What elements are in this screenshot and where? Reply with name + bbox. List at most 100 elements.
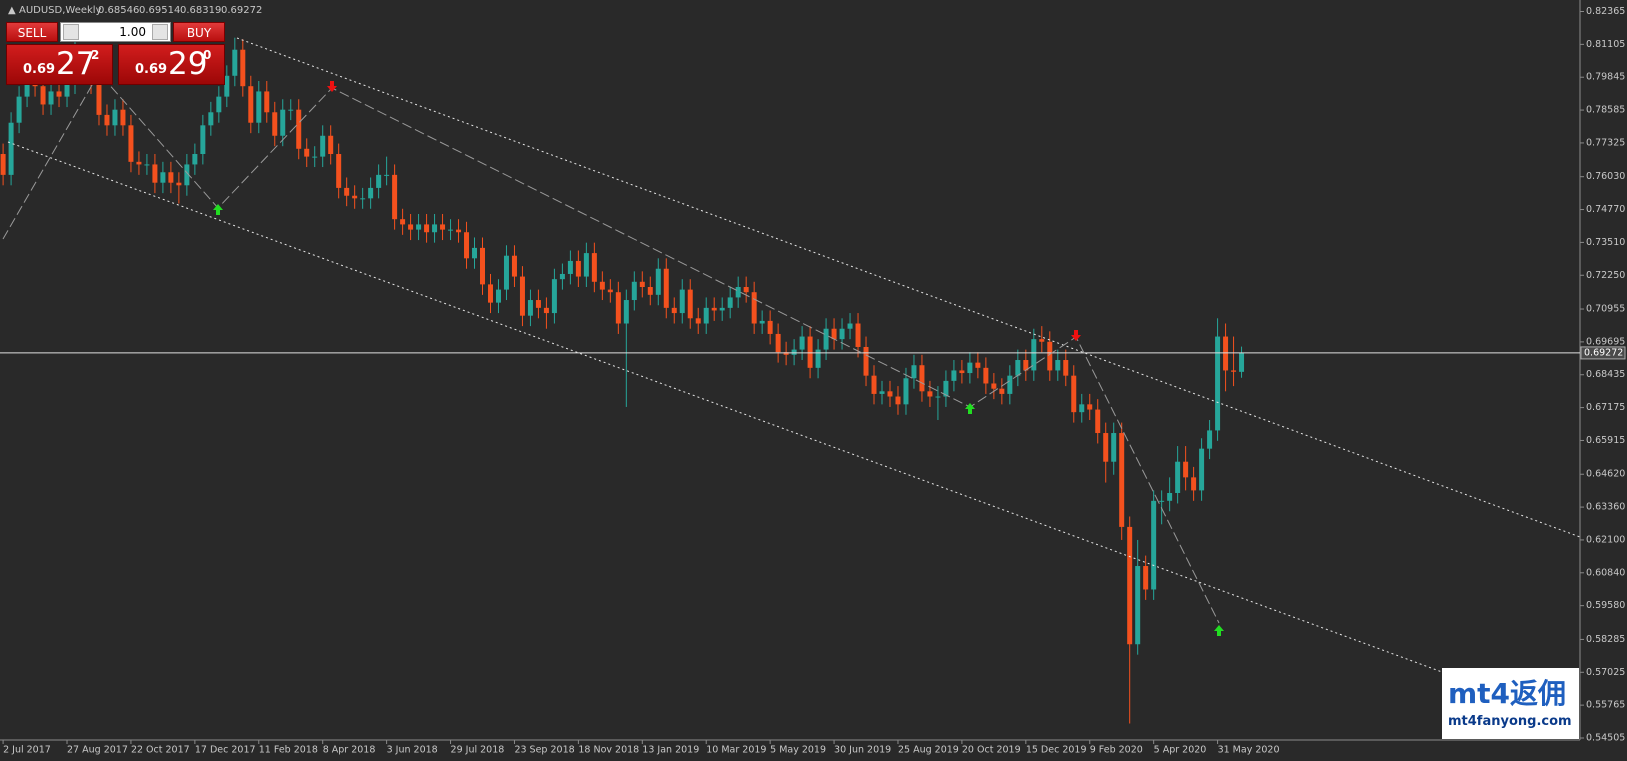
candle-body (416, 224, 422, 230)
one-click-panel: SELL 1.00 BUY 0.69 27 2 0.69 29 0 (6, 22, 225, 85)
y-tick-label: 0.77325 (1586, 137, 1625, 148)
candle-body (719, 307, 725, 311)
y-tick-label: 0.63360 (1586, 502, 1625, 513)
spin-down[interactable] (63, 24, 79, 40)
candle-body (256, 91, 262, 123)
candle-body (24, 77, 30, 97)
candle-body (711, 307, 717, 311)
x-tick-label: 11 Feb 2018 (259, 745, 318, 756)
candle-body (16, 96, 22, 123)
candle-body (344, 187, 350, 196)
candle-body (1071, 375, 1077, 413)
candle-body (983, 367, 989, 384)
candle-body (887, 391, 893, 397)
candle-body (799, 336, 805, 350)
candle-body (136, 161, 142, 165)
candle-body (128, 125, 134, 162)
candle-body (519, 276, 525, 316)
candle-body (775, 333, 781, 353)
candle-body (831, 328, 837, 340)
candle-body (40, 86, 46, 105)
candle-body (807, 336, 813, 368)
sell-price[interactable]: 0.69 27 2 (6, 44, 113, 85)
candle-body (64, 83, 70, 97)
candle-body (967, 362, 973, 374)
candle-body (0, 154, 6, 175)
watermark-logo: mt4返佣 (1448, 677, 1567, 710)
buy-button[interactable]: BUY (173, 22, 225, 42)
y-tick-label: 0.73510 (1586, 237, 1625, 248)
candle-body (783, 352, 789, 355)
candle-body (735, 286, 741, 298)
sell-button[interactable]: SELL (6, 22, 58, 42)
candle-body (903, 378, 909, 405)
x-tick-label: 5 May 2019 (770, 745, 826, 756)
candle-body (1239, 352, 1245, 372)
candle-body (583, 253, 589, 277)
candle-body (1015, 360, 1021, 376)
candle-body (919, 365, 925, 392)
candle-body (935, 396, 941, 398)
candle-body (695, 318, 701, 324)
y-tick-label: 0.74770 (1586, 204, 1625, 215)
candle-body (959, 370, 965, 374)
candle-body (623, 300, 629, 324)
candle-body (1223, 336, 1229, 371)
x-tick-label: 20 Oct 2019 (962, 745, 1021, 756)
candle-body (248, 86, 254, 123)
candle-body (432, 224, 438, 233)
candle-body (264, 91, 270, 113)
arrow-up (965, 403, 975, 414)
price-prefix: 0.69 (135, 62, 168, 77)
candle-body (1143, 566, 1149, 590)
candle-body (368, 187, 374, 199)
candle-body (1207, 430, 1213, 449)
candle-body (232, 49, 238, 76)
candle-body (184, 164, 190, 186)
x-tick-label: 8 Apr 2018 (323, 745, 376, 756)
ohlc-low: 0.68319 (180, 5, 221, 16)
candle-body (1167, 493, 1173, 501)
candle-body (871, 375, 877, 394)
candle-body (1103, 433, 1109, 462)
candle-body (615, 292, 621, 324)
y-tick-label: 0.72250 (1586, 270, 1625, 281)
arrow-up (1214, 625, 1224, 636)
y-tick-label: 0.70955 (1586, 304, 1625, 315)
lot-input[interactable]: 1.00 (60, 22, 171, 42)
x-tick-label: 23 Sep 2018 (514, 745, 574, 756)
candle-body (1063, 360, 1069, 376)
candle-body (392, 174, 398, 220)
candle-body (360, 198, 366, 200)
candle-body (224, 75, 230, 97)
candle-body (8, 122, 14, 175)
x-tick-label: 30 Jun 2019 (834, 745, 891, 756)
candle-body (647, 286, 653, 295)
buy-price[interactable]: 0.69 29 0 (118, 44, 225, 85)
candle-body (1127, 526, 1133, 645)
channel-upper (236, 37, 1581, 538)
candle-body (1215, 336, 1221, 431)
candle-body (1039, 339, 1045, 342)
candle-body (1047, 341, 1053, 371)
watermark-site: mt4fanyong.com (1448, 714, 1572, 729)
candle-body (1135, 566, 1141, 645)
candle-body (655, 268, 661, 295)
candle-body (951, 370, 957, 381)
y-tick-label: 0.82365 (1586, 6, 1625, 17)
candle-body (727, 297, 733, 308)
spin-up[interactable] (152, 24, 168, 40)
y-tick-label: 0.67175 (1586, 402, 1625, 413)
candle-body (448, 229, 454, 231)
candle-body (591, 253, 597, 282)
candle-body (320, 135, 326, 157)
candle-body (671, 307, 677, 314)
candle-body (855, 323, 861, 347)
x-tick-label: 22 Oct 2017 (131, 745, 190, 756)
candle-body (1023, 360, 1029, 371)
candle-body (1159, 500, 1165, 502)
x-tick-label: 3 Jun 2018 (387, 745, 438, 756)
ohlc-high: 0.69514 (139, 5, 180, 16)
y-tick-label: 0.58285 (1586, 634, 1625, 645)
x-tick-label: 27 Aug 2017 (67, 745, 128, 756)
